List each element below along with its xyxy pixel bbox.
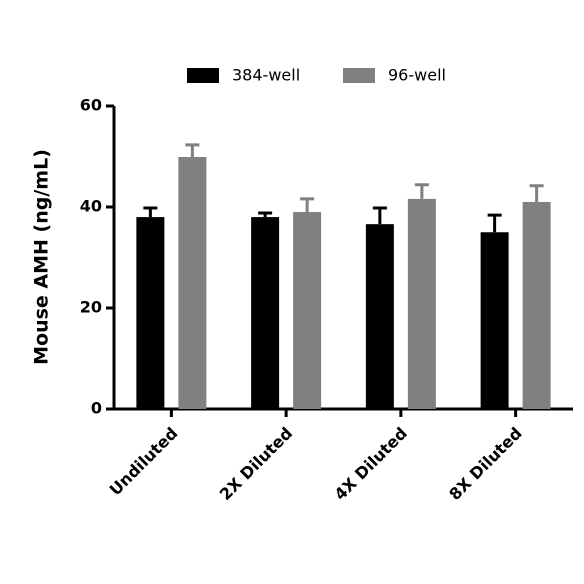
bar — [251, 217, 280, 409]
x-tick-label: 2X Diluted — [216, 424, 296, 504]
legend-label: 384-well — [232, 66, 300, 85]
bar — [293, 212, 322, 409]
y-tick-label: 0 — [91, 399, 102, 418]
error-bar — [372, 206, 387, 225]
error-bar — [143, 206, 158, 218]
legend-swatch — [343, 68, 375, 83]
x-tick-label: Undiluted — [106, 424, 182, 500]
bar — [136, 217, 165, 409]
y-tick-label: 20 — [80, 298, 102, 317]
bar — [480, 232, 509, 409]
y-tick-label: 60 — [80, 96, 102, 115]
error-bar — [300, 197, 315, 213]
error-bar — [414, 183, 429, 199]
bar — [407, 198, 436, 409]
bar — [522, 201, 551, 409]
bar — [365, 224, 394, 409]
x-tick-label: 8X Diluted — [445, 424, 525, 504]
legend-swatch — [187, 68, 219, 83]
bar — [178, 157, 207, 409]
error-bar — [258, 211, 273, 218]
x-tick-label: 4X Diluted — [331, 424, 411, 504]
y-tick-label: 40 — [80, 197, 102, 216]
error-bar — [185, 143, 200, 158]
error-bar — [529, 184, 544, 202]
error-bar — [487, 213, 502, 233]
legend-label: 96-well — [388, 66, 446, 85]
y-axis-label: Mouse AMH (ng/mL) — [31, 149, 53, 365]
